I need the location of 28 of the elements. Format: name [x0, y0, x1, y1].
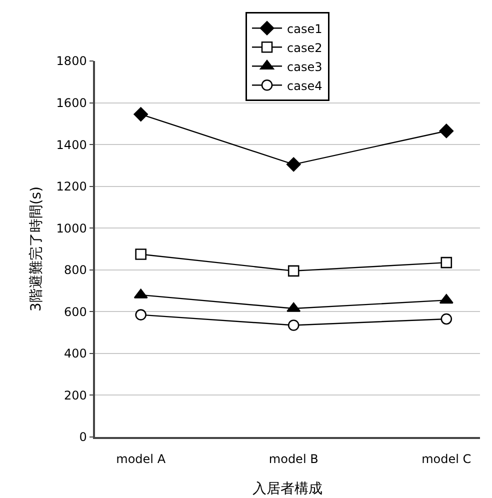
point — [135, 248, 146, 260]
legend-label: case2 — [287, 40, 322, 55]
y-tick-label: 0 — [79, 430, 87, 444]
y-tick-label: 800 — [64, 263, 87, 278]
point — [288, 320, 300, 331]
y-tick-label: 1400 — [56, 138, 87, 152]
y-tick-label: 400 — [64, 346, 87, 361]
point — [440, 256, 452, 268]
y-tick-label: 1200 — [56, 180, 87, 194]
x-axis-title: 入居者構成 — [252, 480, 322, 497]
y-tick-label: 200 — [64, 388, 87, 402]
legend-label: case1 — [287, 22, 322, 36]
point — [440, 313, 452, 325]
y-tick-label: 600 — [64, 304, 87, 319]
legend-label: case4 — [287, 78, 322, 93]
point — [135, 309, 146, 320]
point — [288, 265, 300, 277]
x-tick-label: model C — [422, 452, 472, 466]
y-axis-title: 3階避難完了時間(s) — [28, 186, 44, 312]
y-tick-label: 1800 — [56, 54, 87, 68]
x-tick-label: model B — [268, 452, 318, 466]
y-tick-label: 1000 — [56, 221, 87, 236]
y-tick-label: 1600 — [56, 96, 87, 110]
point — [134, 107, 148, 122]
point — [439, 124, 454, 138]
x-tick-label: model A — [116, 452, 166, 466]
point — [286, 157, 301, 172]
legend-label: case3 — [287, 60, 322, 74]
